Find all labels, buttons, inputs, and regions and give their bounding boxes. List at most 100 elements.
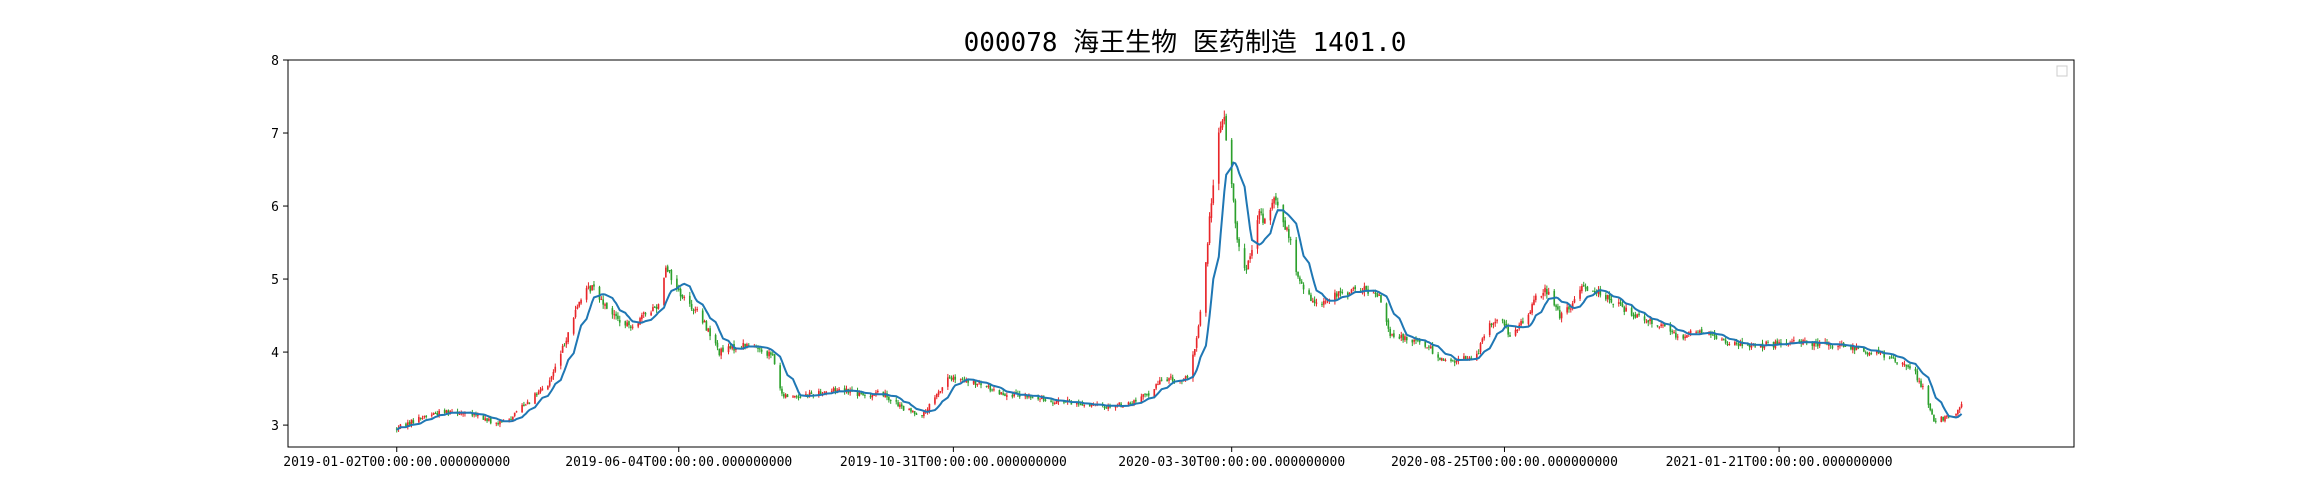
candle-up	[423, 416, 426, 418]
candle-up	[650, 312, 652, 316]
candle-up	[1114, 406, 1117, 408]
candle-down	[760, 349, 763, 352]
candle-down	[1050, 400, 1052, 402]
candle-up	[1118, 402, 1121, 405]
candle-up	[1579, 289, 1581, 299]
candle-down	[799, 396, 802, 398]
candle-up	[1804, 340, 1806, 342]
candle-up	[1527, 314, 1530, 325]
candle-down	[1131, 403, 1133, 405]
candle-up	[1918, 380, 1921, 382]
candle-up	[1879, 352, 1882, 354]
candle-down	[1697, 331, 1699, 333]
candle-up	[768, 351, 770, 357]
candle-down	[489, 418, 492, 424]
candle-up	[1960, 404, 1963, 408]
candle-down	[1385, 303, 1388, 322]
candle-down	[1146, 394, 1148, 396]
candle-up	[1734, 342, 1736, 346]
candle-down	[716, 342, 719, 348]
candle-up	[1560, 313, 1563, 319]
x-tick-label: 2019-01-02T00:00:00.000000000	[283, 455, 510, 470]
candle-down	[860, 392, 863, 394]
y-tick-label: 7	[271, 127, 279, 142]
candle-down	[1464, 356, 1467, 360]
candle-up	[1547, 291, 1550, 295]
candle-up	[1763, 345, 1766, 349]
candle-up	[1636, 314, 1639, 318]
candle-up	[512, 416, 514, 420]
y-tick-label: 3	[271, 419, 279, 434]
candle-down	[782, 394, 785, 397]
candle-down	[1011, 395, 1014, 397]
candle-down	[500, 421, 503, 423]
candle-down	[692, 309, 695, 312]
candle-up	[1695, 331, 1697, 333]
candle-up	[1361, 292, 1364, 294]
candle-up	[1662, 324, 1664, 326]
candle-up	[430, 414, 433, 416]
candle-up	[591, 285, 593, 291]
candle-down	[1243, 248, 1246, 269]
candle-down	[1287, 229, 1290, 239]
candle-up	[1813, 341, 1815, 347]
candle-up	[784, 394, 787, 398]
candle-down	[1546, 288, 1548, 295]
candle-up	[987, 385, 990, 387]
candle-up	[1155, 384, 1157, 389]
candle-down	[1593, 290, 1596, 293]
candle-up	[521, 404, 523, 413]
candle-down	[1477, 353, 1480, 355]
candle-down	[617, 315, 619, 319]
candle-down	[1503, 321, 1506, 326]
candle-down	[655, 306, 658, 310]
candle-down	[1748, 344, 1751, 348]
candle-down	[1387, 320, 1390, 329]
candle-up	[1076, 403, 1078, 405]
candle-down	[1308, 290, 1310, 295]
candle-down	[1431, 346, 1434, 354]
candle-up	[1013, 392, 1016, 397]
candle-down	[1929, 404, 1932, 411]
candle-down	[950, 378, 953, 380]
candle-up	[899, 404, 901, 407]
candle-up	[746, 344, 748, 347]
candle-down	[676, 278, 678, 289]
y-axis: 3 4 5 6 7 8	[271, 54, 288, 434]
candle-up	[923, 411, 925, 417]
candle-down	[1346, 292, 1349, 296]
candle-up	[1195, 338, 1198, 348]
candle-down	[1354, 286, 1357, 290]
candle-down	[1933, 414, 1935, 422]
candle-down	[869, 396, 872, 398]
candle-down	[843, 388, 846, 392]
candle-down	[447, 410, 450, 414]
candle-down	[895, 400, 898, 402]
candle-down	[1031, 397, 1034, 399]
candle-down	[1942, 416, 1944, 421]
candle-down	[1555, 305, 1557, 308]
candle-down	[1612, 303, 1615, 305]
candle-down	[1376, 293, 1379, 297]
candle-up	[552, 371, 555, 377]
candle-up	[1569, 308, 1572, 310]
candle-up	[1205, 262, 1207, 313]
candle-up	[1249, 256, 1251, 260]
candle-down	[1297, 271, 1299, 277]
candle-down	[1415, 339, 1417, 341]
candle-up	[652, 307, 654, 312]
candle-down	[1586, 286, 1589, 291]
candle-up	[1378, 294, 1380, 296]
candle-up	[1531, 304, 1533, 313]
candle-up	[1488, 323, 1491, 335]
candle-up	[663, 277, 665, 306]
candle-down	[1916, 370, 1919, 381]
candle-down	[1260, 211, 1263, 213]
candle-up	[567, 332, 569, 343]
candle-down	[1909, 366, 1911, 369]
candle-down	[1914, 368, 1917, 372]
candle-up	[1426, 347, 1428, 349]
candle-up	[406, 422, 409, 428]
candle-down	[1470, 357, 1473, 360]
candle-down	[902, 405, 905, 411]
